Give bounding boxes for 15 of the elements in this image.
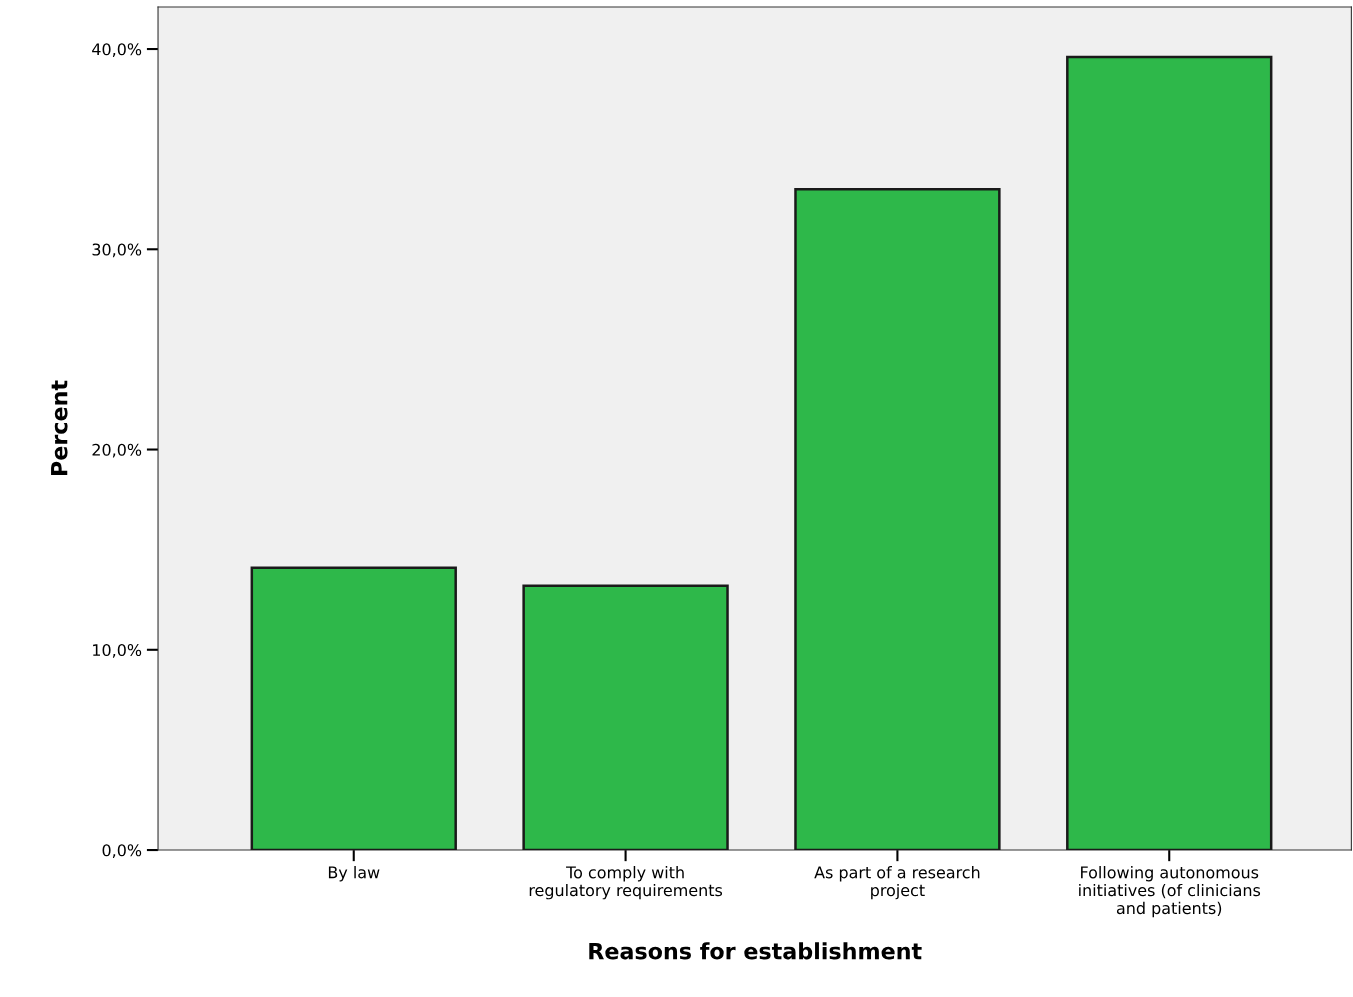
x-tick-label: By law [328,866,380,882]
x-axis-title: Reasons for establishment [589,942,922,960]
y-axis-title: Percent [51,380,68,475]
bar [794,187,1001,851]
bar [522,584,729,851]
y-tick-label: 10,0% [93,644,142,658]
bar [1066,55,1273,851]
y-tick-label: 30,0% [92,243,142,258]
y-tick-label: 0,0% [102,844,142,858]
x-tick-label: As part of a research project [814,866,980,900]
x-tick-label: To comply with regulatory requirements [529,866,723,900]
x-tick-label: Following autonomous initiatives (of clinicians and patients) [1079,866,1261,918]
bar [250,566,457,851]
y-tick-label: 40,0% [92,43,142,57]
y-tick-label: 20,0% [92,443,142,458]
